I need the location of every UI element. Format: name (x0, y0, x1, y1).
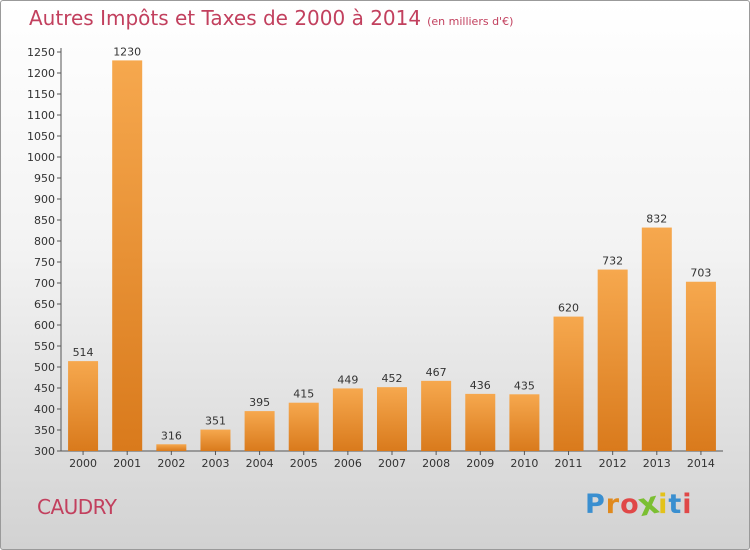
bar-2009 (465, 393, 496, 451)
x-tick-label: 2008 (422, 457, 450, 470)
y-tick-label: 900 (34, 193, 55, 206)
data-label: 467 (426, 366, 447, 379)
x-tick-label: 2009 (466, 457, 494, 470)
y-tick-label: 1200 (27, 67, 55, 80)
y-tick-label: 1050 (27, 130, 55, 143)
x-tick-label: 2000 (69, 457, 97, 470)
bar-2013 (641, 227, 672, 451)
y-tick-label: 1000 (27, 151, 55, 164)
y-tick-label: 1250 (27, 46, 55, 59)
y-tick-label: 600 (34, 319, 55, 332)
proxiti-logo[interactable]: Proxiti (585, 485, 693, 524)
logo-letter: o (620, 489, 640, 520)
y-tick-label: 450 (34, 382, 55, 395)
chart-title: Autres Impôts et Taxes de 2000 à 2014 (en… (29, 6, 513, 30)
data-label: 436 (470, 379, 491, 392)
data-label: 620 (558, 302, 579, 315)
y-tick-label: 650 (34, 298, 55, 311)
bar-2010 (509, 394, 540, 451)
chart-title-text: Autres Impôts et Taxes de 2000 à 2014 (29, 6, 422, 30)
bar-2003 (200, 429, 231, 451)
x-tick-label: 2012 (599, 457, 627, 470)
axes: 300 350 400 450 500 550 600 650 700 750 800 850 900 9… (27, 46, 723, 470)
y-tick-label: 700 (34, 277, 55, 290)
y-tick-label: 1150 (27, 88, 55, 101)
data-labels: 514 1230 316 351 395 415 449 452 467 436 435 620 732… (73, 45, 712, 442)
bar-2005 (288, 402, 319, 451)
y-tick-label: 500 (34, 361, 55, 374)
data-label: 1230 (113, 45, 141, 58)
logo-letter: r (605, 489, 621, 520)
bar-2014 (685, 281, 716, 451)
x-tick-label: 2010 (510, 457, 538, 470)
x-tick-label: 2006 (334, 457, 362, 470)
data-label: 316 (161, 429, 182, 442)
data-label: 703 (690, 267, 711, 280)
x-tick-label: 2001 (113, 457, 141, 470)
data-label: 832 (646, 213, 667, 226)
y-tick-label: 550 (34, 340, 55, 353)
logo-letter: P (585, 489, 606, 520)
data-label: 452 (382, 372, 403, 385)
logo-letter: i (682, 489, 693, 520)
x-tick-label: 2007 (378, 457, 406, 470)
bar-2007 (377, 387, 407, 451)
bar-2008 (421, 380, 452, 451)
y-tick-label: 800 (34, 235, 55, 248)
logo-letter: i (658, 489, 669, 520)
y-tick-label: 1100 (27, 109, 55, 122)
y-tick-label: 300 (34, 445, 55, 458)
bar-2004 (244, 411, 275, 451)
y-tick-label: 750 (34, 256, 55, 269)
x-tick-label: 2013 (643, 457, 671, 470)
y-tick-label: 850 (34, 214, 55, 227)
data-label: 435 (514, 379, 535, 392)
x-tick-label: 2002 (157, 457, 185, 470)
bars (68, 60, 716, 452)
chart-subtitle: (en milliers d'€) (427, 15, 514, 28)
bar-2002 (156, 444, 187, 451)
bar-2011 (553, 316, 584, 451)
y-tick-label: 950 (34, 172, 55, 185)
data-label: 351 (205, 415, 226, 428)
x-tick-label: 2004 (246, 457, 274, 470)
bar-2000 (68, 361, 99, 451)
x-tick-label: 2014 (687, 457, 715, 470)
x-tick-label: 2003 (201, 457, 229, 470)
x-tick-label: 2011 (555, 457, 583, 470)
y-tick-label: 350 (34, 424, 55, 437)
bar-2001 (112, 60, 143, 452)
data-label: 732 (602, 255, 623, 268)
logo-letter: t (668, 489, 683, 520)
x-tick-label: 2005 (290, 457, 318, 470)
data-label: 449 (337, 373, 358, 386)
data-label: 514 (73, 346, 94, 359)
bar-2006 (332, 388, 363, 451)
city-name: CAUDRY (37, 495, 117, 519)
data-label: 415 (293, 388, 314, 401)
data-label: 395 (249, 396, 270, 409)
bar-2012 (597, 269, 628, 451)
y-tick-label: 400 (34, 403, 55, 416)
